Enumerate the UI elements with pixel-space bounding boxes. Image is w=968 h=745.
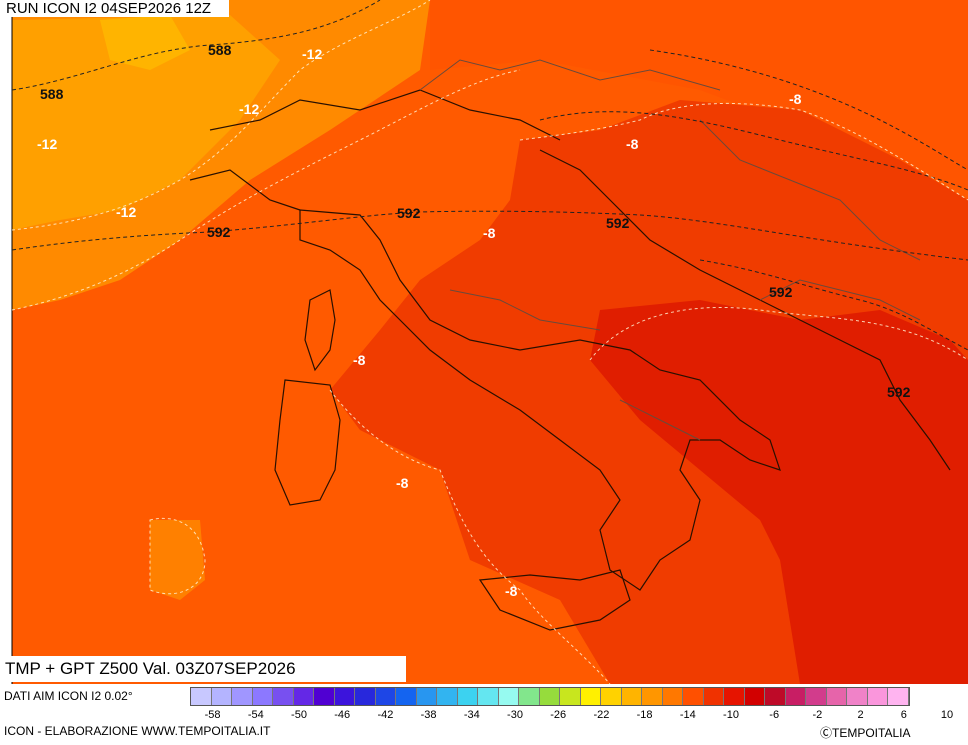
- legend-swatch: [867, 688, 888, 705]
- map-title: TMP + GPT Z500 Val. 03Z07SEP2026: [0, 656, 406, 682]
- temp-zone-sardinia: [150, 520, 205, 600]
- z500-label: 592: [207, 224, 231, 240]
- legend-swatch: [539, 688, 560, 705]
- legend-tick: -30: [507, 709, 523, 721]
- legend-swatch: [334, 688, 355, 705]
- legend-swatch: [498, 688, 519, 705]
- legend-tick: -6: [769, 709, 780, 721]
- legend-tick: -50: [291, 709, 307, 721]
- z500-label: 588: [208, 42, 232, 58]
- legend-swatch: [621, 688, 642, 705]
- legend-swatch: [703, 688, 724, 705]
- temperature-field-map: 588 588 592 592 592 592 592 -12 -12 -12 …: [0, 0, 968, 684]
- geopotential-isolines: [11, 0, 968, 351]
- legend-tick: -58: [204, 709, 221, 721]
- country-borders: [419, 59, 921, 441]
- legend-swatch: [642, 688, 663, 705]
- legend-swatch: [314, 688, 335, 705]
- legend-tick: -22: [593, 709, 610, 721]
- map-left-margin: [0, 0, 12, 684]
- legend-tick: -38: [420, 709, 437, 721]
- legend-swatch: [662, 688, 683, 705]
- legend-swatch: [478, 688, 499, 705]
- legend-tick: -46: [334, 709, 351, 721]
- legend-tick: -26: [550, 709, 567, 721]
- temperature-label: -12: [37, 136, 57, 152]
- temp-zone-hot: [590, 300, 968, 684]
- legend-swatch: [888, 688, 909, 705]
- legend-swatch: [375, 688, 396, 705]
- temperature-label: -8: [483, 225, 496, 241]
- legend-swatch: [293, 688, 314, 705]
- legend-swatch: [601, 688, 622, 705]
- legend-tick: 2: [857, 709, 864, 721]
- legend-swatch: [437, 688, 458, 705]
- z500-label: 592: [769, 284, 793, 300]
- legend-swatch: [191, 688, 212, 705]
- temperature-label: -8: [396, 475, 409, 491]
- legend-tick: -10: [723, 709, 739, 721]
- legend-swatch: [211, 688, 232, 705]
- z500-label: 588: [40, 86, 64, 102]
- legend-swatch: [560, 688, 581, 705]
- temperature-label: -12: [239, 101, 259, 117]
- color-legend: [190, 687, 910, 706]
- credit-left: ICON - ELABORAZIONE WWW.TEMPOITALIA.IT: [4, 724, 271, 738]
- legend-tick: 10: [940, 709, 954, 721]
- legend-swatch: [396, 688, 417, 705]
- temp-zone-coldest: [100, 15, 190, 70]
- temperature-isolines: [11, 0, 968, 684]
- legend-tick: -54: [247, 709, 264, 721]
- legend-tick: -2: [812, 709, 823, 721]
- temperature-label: -12: [116, 204, 136, 220]
- legend-tick-labels: -58 -54 -50 -46 -42 -38 -34 -30 -26 -22 -18 -14 -10-…: [190, 709, 966, 723]
- legend-swatch: [785, 688, 806, 705]
- coastlines: [189, 89, 951, 631]
- z500-label: 592: [606, 215, 630, 231]
- data-source-label: DATI AIM ICON I2 0.02°: [4, 689, 133, 703]
- temperature-label: -8: [505, 583, 518, 599]
- map-value-labels: 588 588 592 592 592 592 592 -12 -12 -12 …: [37, 42, 911, 599]
- legend-tick: -42: [377, 709, 394, 721]
- temperature-label: -12: [302, 46, 322, 62]
- legend-swatch: [826, 688, 847, 705]
- legend-swatch: [683, 688, 704, 705]
- legend-swatch: [252, 688, 273, 705]
- credit-right: ⒸTEMPOITALIA: [820, 726, 911, 740]
- legend-swatch: [724, 688, 745, 705]
- legend-swatch: [457, 688, 478, 705]
- temperature-label: -8: [353, 352, 366, 368]
- legend-tick: -34: [463, 709, 480, 721]
- legend-swatch: [355, 688, 376, 705]
- temperature-label: -8: [789, 91, 802, 107]
- legend-swatch: [273, 688, 294, 705]
- legend-swatch: [765, 688, 786, 705]
- z500-label: 592: [887, 384, 911, 400]
- legend-swatch: [847, 688, 868, 705]
- temp-zone-northeast: [430, 0, 968, 190]
- temperature-label: -8: [626, 136, 639, 152]
- run-label: RUN ICON I2 04SEP2026 12Z: [2, 0, 230, 17]
- weather-map: 588 588 592 592 592 592 592 -12 -12 -12 …: [0, 0, 968, 684]
- temp-zone-cold: [12, 15, 280, 230]
- legend-tick: -14: [679, 709, 696, 721]
- legend-swatch: [580, 688, 601, 705]
- legend-swatch: [519, 688, 540, 705]
- legend-swatch: [416, 688, 437, 705]
- legend-swatch: [744, 688, 765, 705]
- legend-swatch: [232, 688, 253, 705]
- legend-tick: -18: [636, 709, 653, 721]
- legend-swatch: [806, 688, 827, 705]
- legend-tick: 6: [900, 709, 907, 721]
- z500-label: 592: [397, 205, 421, 221]
